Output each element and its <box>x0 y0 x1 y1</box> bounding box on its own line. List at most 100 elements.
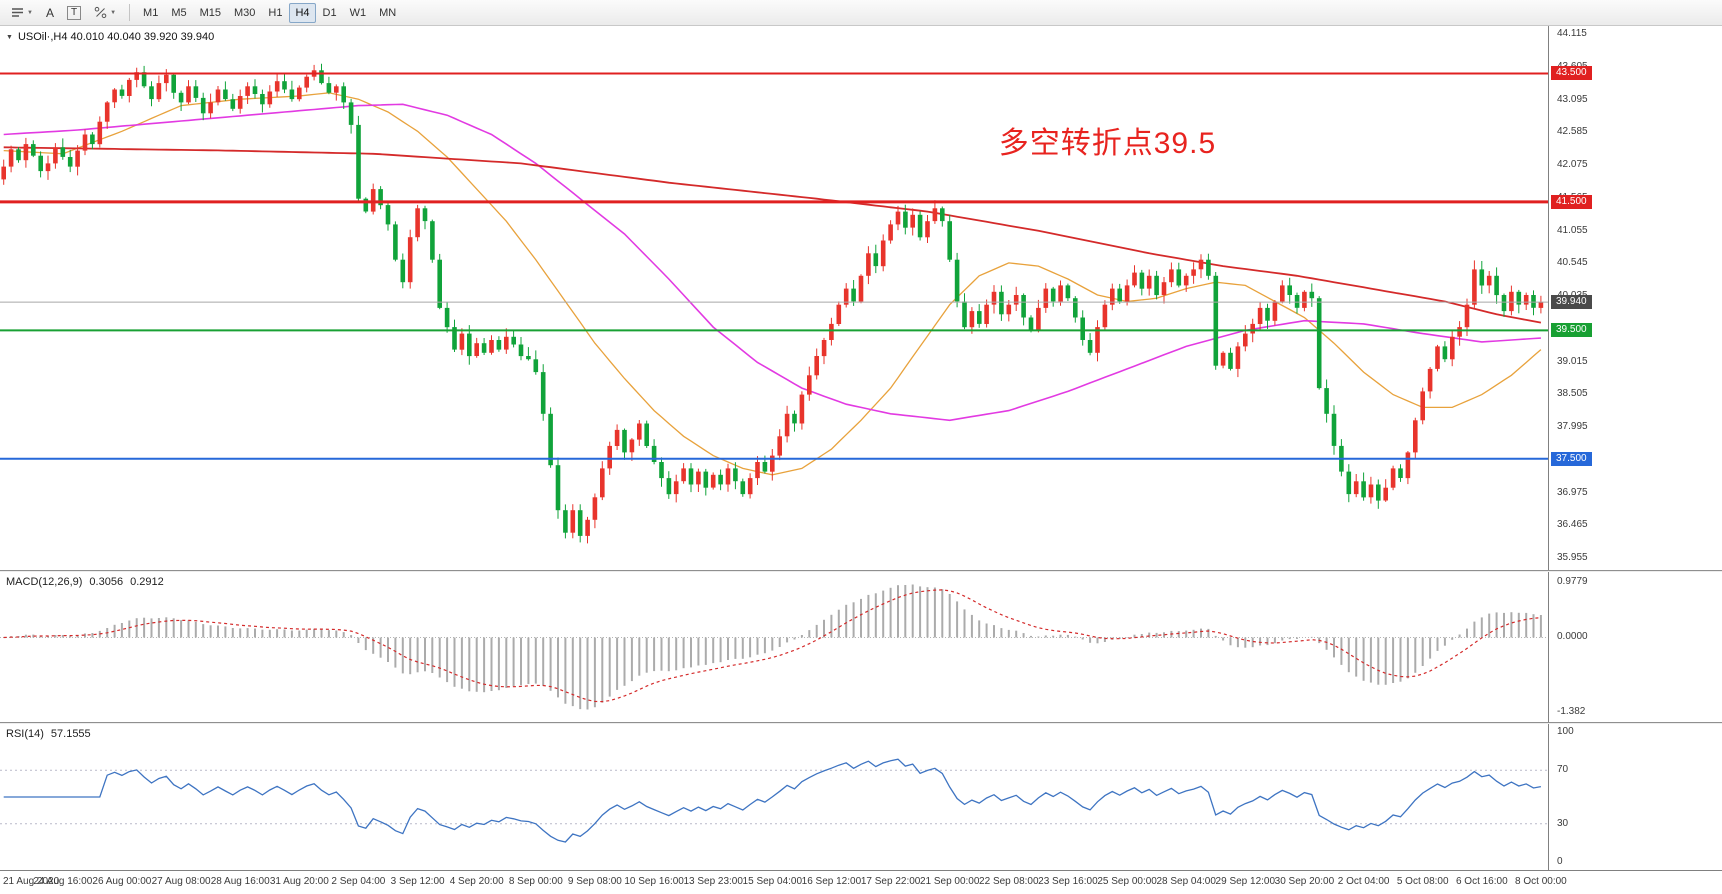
time-label: 3 Sep 12:00 <box>390 876 445 887</box>
time-label: 28 Sep 04:00 <box>1156 876 1216 887</box>
price-tick: 41.055 <box>1557 224 1588 236</box>
time-label: 9 Sep 08:00 <box>567 876 622 887</box>
time-label: 28 Aug 16:00 <box>210 876 270 887</box>
chart-symbol-header: ▼ USOil·,H4 40.010 40.040 39.920 39.940 <box>6 31 214 43</box>
time-label: 23 Sep 16:00 <box>1038 876 1098 887</box>
timeframe-button-H1[interactable]: H1 <box>268 6 283 19</box>
price-tick: 42.585 <box>1557 126 1588 138</box>
shapes-tool-button[interactable]: ▼ <box>88 3 122 23</box>
time-label: 21 Aug 2020 <box>3 876 60 887</box>
time-label: 27 Aug 08:00 <box>151 876 211 887</box>
rsi-header: RSI(14) 57.1555 <box>6 728 91 740</box>
symbol-ohlc-text: USOil·,H4 40.010 40.040 39.920 39.940 <box>17 31 215 43</box>
timeframe-button-M1[interactable]: M1 <box>143 6 159 19</box>
price-tick: 35.955 <box>1557 552 1588 563</box>
menu-lines-icon <box>12 8 23 17</box>
time-label: 6 Oct 16:00 <box>1455 876 1508 887</box>
macd-panel[interactable]: MACD(12,26,9) 0.3056 0.2912 0.9779 0.0000… <box>0 572 1722 722</box>
macd-tick-top: 0.9779 <box>1557 576 1588 587</box>
rsi-line <box>3 758 1542 843</box>
time-label: 24 Aug 16:00 <box>33 876 93 887</box>
rsi-tick-100: 100 <box>1557 726 1574 737</box>
price-tick: 37.995 <box>1557 421 1588 432</box>
price-tick: 39.015 <box>1557 355 1588 367</box>
rsi-canvas[interactable] <box>0 724 1548 870</box>
time-label: 15 Sep 04:00 <box>742 876 803 887</box>
time-axis[interactable]: 21 Aug 2020 24 Aug 16:00 26 Aug 00:00 27 Au… <box>0 870 1722 894</box>
rsi-tick-70: 70 <box>1557 764 1569 776</box>
price-tick: 36.465 <box>1557 519 1588 531</box>
symbol-dropdown-icon: ▼ <box>6 33 13 41</box>
timeframe-button-D1[interactable]: D1 <box>322 6 337 19</box>
chart-list-button[interactable]: ▼ <box>5 3 39 23</box>
timeframe-button-M30[interactable]: M30 <box>234 6 256 19</box>
text-tool-button[interactable]: T <box>61 3 87 23</box>
price-badge-43.500: 43.500 <box>1551 66 1592 81</box>
ma-line-slow-red <box>3 146 1542 324</box>
time-label: 10 Sep 16:00 <box>624 876 684 887</box>
time-label: 21 Sep 00:00 <box>919 876 980 887</box>
main-chart-panel[interactable]: ▼ USOil·,H4 40.010 40.040 39.920 39.940 … <box>0 26 1722 570</box>
toolbar-separator <box>129 4 131 21</box>
macd-canvas[interactable] <box>0 572 1548 722</box>
macd-params: MACD(12,26,9) <box>6 576 83 588</box>
price-tick: 40.545 <box>1557 257 1588 269</box>
rsi-params: RSI(14) <box>6 728 44 740</box>
text-tool-label: T <box>66 5 82 20</box>
price-badge-39.940: 39.940 <box>1551 295 1592 310</box>
toolbar: ▼ A T ▼ M1 M5 M15 M30 H1 H4 D1 W1 MN <box>0 0 1722 26</box>
time-label: 17 Sep 22:00 <box>860 876 921 887</box>
time-label: 2 Oct 04:00 <box>1337 876 1390 887</box>
main-chart-canvas[interactable] <box>0 26 1548 570</box>
timeframe-button-W1[interactable]: W1 <box>349 6 367 19</box>
time-label: 5 Oct 08:00 <box>1396 876 1449 887</box>
time-label: 25 Sep 00:00 <box>1097 876 1157 887</box>
macd-axis[interactable]: 0.9779 0.0000 -1.382 <box>1548 572 1722 722</box>
rsi-axis[interactable]: 100 70 30 0 <box>1548 724 1722 870</box>
time-label: 26 Aug 00:00 <box>92 876 152 887</box>
price-axis[interactable]: 44.11543.60543.09542.58542.07541.56541.0… <box>1548 26 1722 570</box>
panel-divider[interactable] <box>0 722 1722 724</box>
caret-down-icon: ▼ <box>27 9 33 16</box>
time-label: 22 Sep 08:00 <box>979 876 1039 887</box>
rsi-value: 57.1555 <box>50 728 91 740</box>
macd-value-main: 0.3056 <box>89 576 124 588</box>
price-tick: 43.605 <box>1557 61 1588 72</box>
price-tick: 42.075 <box>1557 159 1588 170</box>
time-label: 13 Sep 23:00 <box>683 876 743 887</box>
macd-value-signal: 0.2912 <box>130 576 164 588</box>
price-tick: 43.095 <box>1557 93 1588 105</box>
macd-histogram <box>10 584 1542 710</box>
price-tick: 44.115 <box>1557 28 1587 39</box>
time-label: 8 Oct 00:00 <box>1515 876 1567 887</box>
price-tick: 38.505 <box>1557 388 1588 400</box>
time-label: 30 Sep 20:00 <box>1274 876 1335 887</box>
time-label: 31 Aug 20:00 <box>269 876 329 887</box>
price-tick: 36.975 <box>1557 486 1588 498</box>
timeframe-button-M15[interactable]: M15 <box>199 6 221 19</box>
rsi-panel[interactable]: RSI(14) 57.1555 100 70 30 0 <box>0 724 1722 870</box>
macd-tick-bottom: -1.382 <box>1557 706 1586 717</box>
pointer-tool-label: A <box>45 5 54 20</box>
macd-tick-zero: 0.0000 <box>1557 631 1588 643</box>
macd-header: MACD(12,26,9) 0.3056 0.2912 <box>6 576 164 588</box>
time-label: 16 Sep 12:00 <box>801 876 862 887</box>
timeframe-button-H4[interactable]: H4 <box>289 2 316 23</box>
ma-line-mid-magenta <box>3 103 1541 422</box>
pointer-tool-button[interactable]: A <box>40 3 60 23</box>
rsi-tick-0: 0 <box>1557 856 1563 867</box>
price-badge-37.500: 37.500 <box>1551 451 1592 466</box>
timeframe-button-M5[interactable]: M5 <box>171 6 187 19</box>
chart-annotation-text: 多空转折点39.5 <box>998 127 1217 160</box>
timeframe-button-MN[interactable]: MN <box>379 6 397 19</box>
price-badge-41.500: 41.500 <box>1551 194 1592 209</box>
price-badge-39.500: 39.500 <box>1551 323 1592 338</box>
candlesticks <box>1 63 1544 544</box>
panel-divider[interactable] <box>0 570 1722 572</box>
caret-down-icon: ▼ <box>110 9 117 16</box>
shapes-icon <box>94 6 107 19</box>
time-label: 4 Sep 20:00 <box>449 876 504 887</box>
timeframe-group: M1 M5 M15 M30 H1 H4 D1 W1 MN <box>137 2 402 23</box>
time-label: 2 Sep 04:00 <box>331 876 386 887</box>
